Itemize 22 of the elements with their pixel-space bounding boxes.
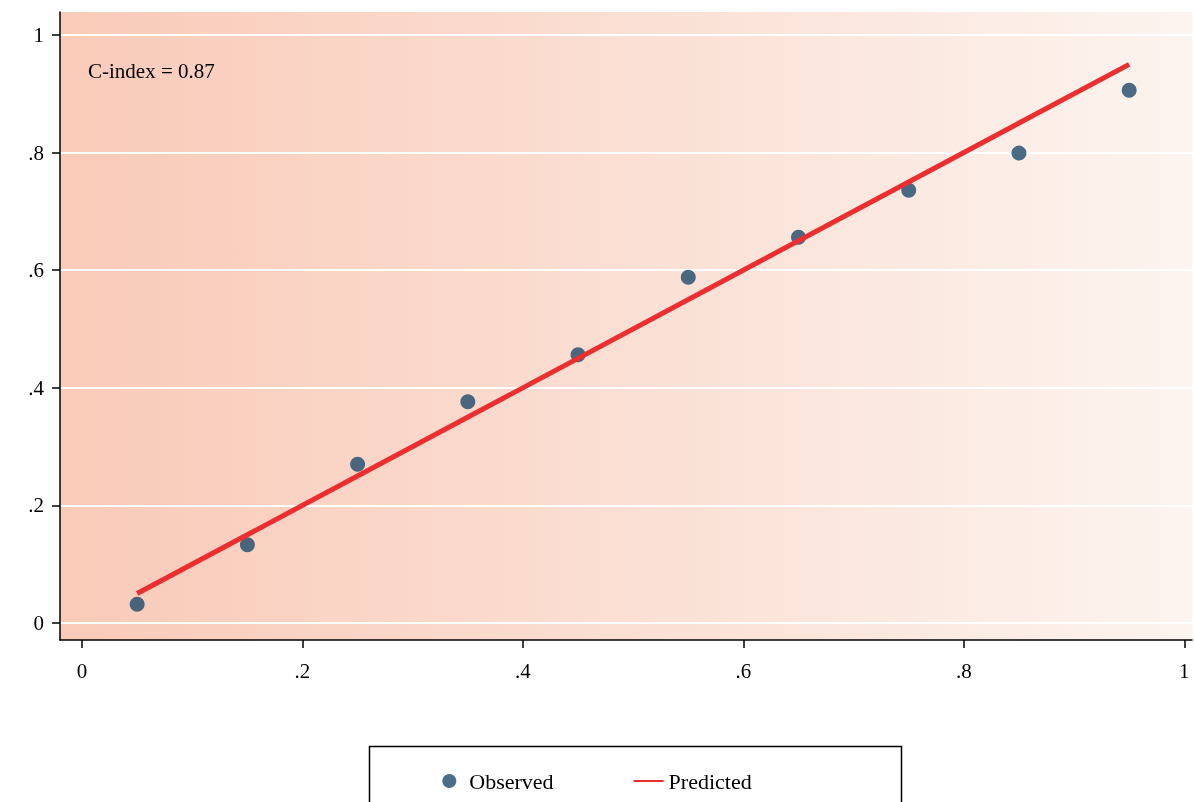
y-tick-label: .6 <box>28 258 44 283</box>
point <box>129 596 145 612</box>
point <box>680 269 696 285</box>
point <box>1121 82 1137 98</box>
x-tick-label: .8 <box>955 658 972 683</box>
point <box>239 537 255 553</box>
y-tick-label: .8 <box>28 140 44 165</box>
y-tick-label: .4 <box>28 375 45 400</box>
x-tick-label: .2 <box>294 658 311 683</box>
point <box>460 394 476 410</box>
x-tick-label: 1 <box>1179 658 1190 683</box>
annotation: C-index = 0.87 <box>88 58 215 83</box>
legend-label: Observed <box>469 768 554 794</box>
point <box>1011 145 1027 161</box>
legend-label: Predicted <box>668 768 752 794</box>
y-tick-label: 0 <box>33 610 44 635</box>
y-tick-label: .2 <box>28 493 44 518</box>
y-tick-label: 1 <box>33 22 44 47</box>
x-tick-label: 0 <box>76 658 88 683</box>
x-tick-label: .6 <box>735 658 752 683</box>
x-tick-label: .4 <box>515 658 532 683</box>
point <box>350 456 366 472</box>
